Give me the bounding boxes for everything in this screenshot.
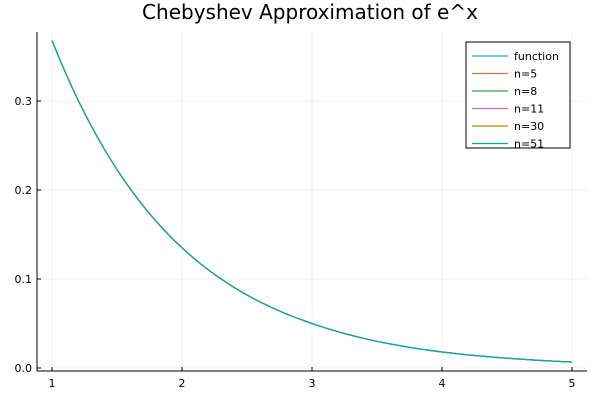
plot-series bbox=[51, 40, 573, 363]
series-line bbox=[51, 40, 573, 363]
legend-label: n=51 bbox=[514, 138, 544, 151]
legend-label: n=5 bbox=[514, 68, 537, 81]
chart-title: Chebyshev Approximation of e^x bbox=[142, 0, 478, 24]
x-tick-label: 4 bbox=[439, 377, 446, 390]
y-tick-label: 0.2 bbox=[15, 184, 33, 197]
y-tick-label: 0.1 bbox=[15, 273, 33, 286]
legend: function n=5 n=8 n=11 n=30 n=51 bbox=[465, 41, 571, 151]
legend-label: n=8 bbox=[514, 85, 537, 98]
tick-labels: 1 2 3 4 5 0.0 0.1 0.2 0.3 bbox=[15, 95, 576, 390]
y-tick-label: 0.3 bbox=[15, 95, 33, 108]
x-tick-label: 5 bbox=[569, 377, 576, 390]
y-tick-label: 0.0 bbox=[15, 362, 33, 375]
x-tick-label: 3 bbox=[309, 377, 316, 390]
x-tick-label: 1 bbox=[49, 377, 56, 390]
legend-label: function bbox=[514, 50, 559, 63]
legend-box bbox=[465, 41, 571, 149]
legend-label: n=30 bbox=[514, 120, 544, 133]
axes bbox=[36, 32, 587, 372]
x-tick-label: 2 bbox=[179, 377, 186, 390]
legend-label: n=11 bbox=[514, 103, 544, 116]
